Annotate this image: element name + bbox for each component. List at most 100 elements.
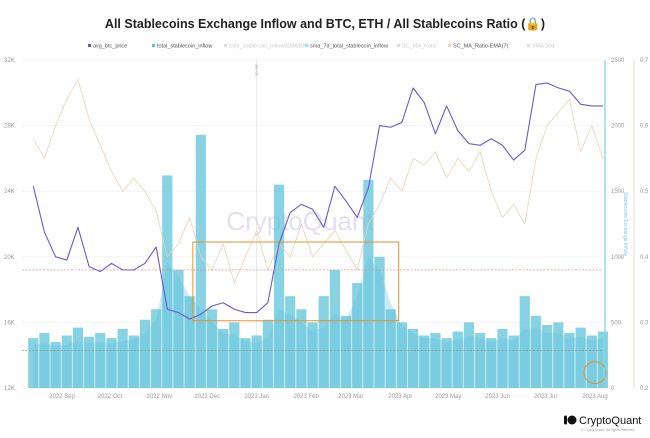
- inflow-bar: [430, 332, 441, 388]
- x-tick-label: 2023 Feb: [293, 394, 319, 400]
- right1-axis-label: Stablecoins Exchange Inflow: [622, 192, 628, 256]
- inflow-bar: [441, 338, 452, 388]
- right1-tick-label: 2000: [611, 124, 625, 130]
- brand-logo: CryptoQuant © CryptoQuant. All rights re…: [564, 415, 641, 432]
- legend-item-2: total_stablecoin_inflow(EMA100): [229, 44, 309, 50]
- legend-item-1: total_stablecoin_inflow: [157, 44, 212, 50]
- legend-swatch-6: [527, 44, 530, 47]
- inflow-bar: [61, 335, 72, 388]
- inflow-bar: [385, 309, 396, 388]
- highlight-rectangle: [192, 241, 400, 322]
- legend-swatch-1: [152, 44, 155, 47]
- inflow-bar: [72, 327, 84, 388]
- inflow-bar: [530, 315, 542, 388]
- inflow-bar: [374, 256, 385, 388]
- brand-name: CryptoQuant: [579, 415, 641, 427]
- x-tick-label: 2023 Jan: [244, 394, 269, 400]
- left-tick-label: 20K: [4, 255, 15, 261]
- inflow-bar: [519, 296, 530, 388]
- right1-tick-label: 2500: [611, 58, 625, 64]
- legend-item-5: SC_MA_Ratio-EMA(7): [453, 44, 508, 50]
- inflow-bar: [151, 309, 162, 388]
- inflow-bar: [173, 269, 184, 388]
- legend-item-0: avg_btc_price: [93, 44, 127, 50]
- highlight-circle: [583, 361, 607, 385]
- right2-tick-label: 0.2: [640, 386, 649, 392]
- inflow-bar: [352, 283, 363, 388]
- right2-tick-label: 0.4: [640, 255, 649, 261]
- legend-swatch-2: [224, 44, 227, 47]
- inflow-bar: [553, 322, 564, 388]
- legend-swatch-0: [88, 44, 91, 47]
- inflow-bar: [273, 184, 285, 388]
- legend: avg_btc_price total_stablecoin_inflow tota…: [88, 44, 554, 50]
- x-tick-label: 2022 Oct: [98, 394, 123, 400]
- legend-item-3: sma_7d_total_stablecoin_inflow: [310, 44, 388, 50]
- vertical-marker-label: Jan 01: [255, 64, 260, 77]
- right2-tick-label: 0.6: [640, 124, 649, 130]
- x-tick-label: 2023 May: [435, 394, 461, 400]
- right1-tick-label: 500: [611, 320, 622, 326]
- inflow-bar: [296, 309, 307, 388]
- inflow-bar: [508, 335, 519, 388]
- inflow-bar: [363, 180, 374, 388]
- inflow-bar: [564, 332, 575, 388]
- inflow-bars: [28, 134, 609, 388]
- inflow-bar: [28, 338, 39, 388]
- left-tick-label: 24K: [4, 189, 15, 195]
- inflow-bar: [218, 328, 229, 388]
- right1-tick-label: 1500: [611, 189, 625, 195]
- inflow-bar: [318, 296, 329, 388]
- series-lines: [32, 79, 604, 320]
- x-tick-label: 2023 Apr: [388, 394, 412, 400]
- x-tick-label: 2023 Jun: [485, 394, 510, 400]
- inflow-bar: [195, 134, 206, 388]
- inflow-bar: [396, 322, 407, 388]
- inflow-bar: [542, 325, 553, 388]
- inflow-bar: [497, 328, 508, 388]
- inflow-bar: [117, 328, 128, 388]
- left-tick-label: 32K: [4, 58, 15, 64]
- left-tick-label: 12K: [4, 386, 15, 392]
- inflow-bar: [597, 331, 609, 388]
- inflow-bar: [106, 338, 117, 388]
- x-tick-label: 2022 Dec: [194, 394, 220, 400]
- inflow-bar: [50, 342, 61, 388]
- inflow-bar: [95, 332, 106, 388]
- chart-title: All Stablecoins Exchange Inflow and BTC,…: [105, 17, 545, 31]
- inflow-bar: [206, 309, 218, 388]
- legend-swatch-5: [448, 44, 451, 47]
- inflow-bar: [575, 327, 586, 388]
- logo-mark-icon: [567, 415, 577, 425]
- legend-item-4: SC_MA_Ratio: [402, 44, 437, 50]
- right2-tick-label: 0.5: [640, 189, 649, 195]
- axes: 12K 16K 20K 24K 28K 32K 0 500 1000 1500 2000 2500 0.…: [4, 58, 649, 400]
- inflow-bar: [475, 332, 486, 388]
- right1-tick-label: 1000: [611, 255, 625, 261]
- inflow-bar: [229, 322, 240, 388]
- inflow-bar: [240, 338, 251, 388]
- inflow-bar: [419, 335, 430, 388]
- inflow-bar: [184, 296, 195, 388]
- inflow-bar: [340, 315, 352, 388]
- inflow-bar: [39, 332, 50, 388]
- right2-tick-label: 0.7: [640, 58, 649, 64]
- avg-btc-price-line: [32, 82, 603, 320]
- inflow-bar: [329, 269, 340, 388]
- inflow-bar: [285, 296, 296, 388]
- inflow-bar: [452, 331, 463, 388]
- right2-tick-label: 0.3: [640, 320, 649, 326]
- inflow-bar: [463, 322, 475, 388]
- sc-ma-ratio-ema7-line: [32, 79, 604, 284]
- left-tick-label: 16K: [4, 320, 15, 326]
- x-tick-label: 2022 Sep: [49, 394, 75, 400]
- inflow-bar: [251, 335, 262, 388]
- x-tick-label: 2023 Jul: [534, 394, 557, 400]
- annotations: [192, 241, 607, 385]
- inflow-bar: [128, 335, 139, 388]
- inflow-bar: [162, 175, 173, 388]
- inflow-bar: [84, 336, 95, 388]
- left-tick-label: 28K: [4, 124, 15, 130]
- legend-item-6: SMA 30d: [532, 44, 554, 50]
